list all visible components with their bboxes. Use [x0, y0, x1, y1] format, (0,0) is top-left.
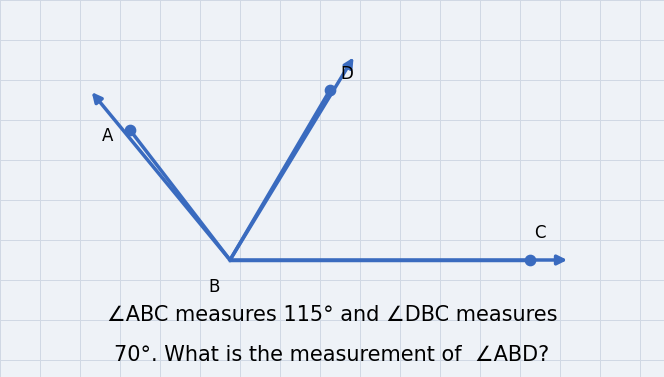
Text: ∠ABC measures 115° and ∠DBC measures: ∠ABC measures 115° and ∠DBC measures	[107, 305, 557, 325]
Point	[325, 87, 335, 93]
Text: A: A	[102, 127, 114, 145]
Point	[125, 127, 135, 133]
Text: 70°. What is the measurement of  ∠ABD?: 70°. What is the measurement of ∠ABD?	[114, 345, 550, 365]
Text: B: B	[208, 278, 220, 296]
Point	[525, 257, 535, 263]
Text: C: C	[534, 224, 546, 242]
Text: D: D	[340, 65, 353, 83]
